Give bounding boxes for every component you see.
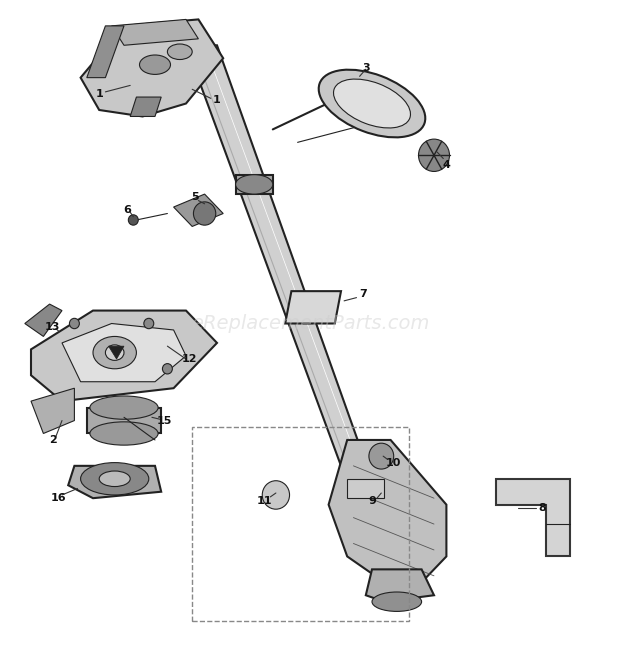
- Polygon shape: [81, 19, 223, 116]
- Polygon shape: [25, 304, 62, 336]
- Text: eReplacementParts.com: eReplacementParts.com: [191, 314, 429, 333]
- Ellipse shape: [236, 175, 273, 194]
- Text: 1: 1: [213, 95, 221, 105]
- Text: 9: 9: [368, 496, 376, 507]
- Polygon shape: [108, 346, 124, 359]
- Ellipse shape: [167, 44, 192, 60]
- Ellipse shape: [418, 139, 449, 171]
- Ellipse shape: [69, 318, 79, 329]
- Text: 15: 15: [157, 415, 172, 426]
- Ellipse shape: [90, 422, 158, 445]
- Polygon shape: [31, 311, 217, 401]
- Text: 3: 3: [362, 63, 370, 73]
- Ellipse shape: [128, 215, 138, 225]
- Text: 1: 1: [95, 89, 103, 99]
- Ellipse shape: [334, 79, 410, 128]
- Polygon shape: [31, 388, 74, 433]
- Ellipse shape: [193, 202, 216, 225]
- Ellipse shape: [81, 463, 149, 495]
- Polygon shape: [174, 194, 223, 226]
- Bar: [192, 427, 409, 621]
- Ellipse shape: [144, 318, 154, 329]
- Polygon shape: [112, 19, 198, 45]
- Text: 11: 11: [257, 496, 272, 507]
- Polygon shape: [87, 26, 124, 78]
- Polygon shape: [347, 479, 384, 498]
- Polygon shape: [87, 408, 161, 433]
- Ellipse shape: [369, 443, 394, 469]
- Ellipse shape: [93, 336, 136, 369]
- Ellipse shape: [262, 481, 290, 509]
- Text: 5: 5: [192, 192, 199, 203]
- Polygon shape: [366, 569, 434, 602]
- Text: 10: 10: [386, 457, 401, 468]
- Text: 8: 8: [539, 503, 546, 513]
- Text: 6: 6: [123, 205, 131, 215]
- Polygon shape: [186, 45, 397, 550]
- Polygon shape: [68, 466, 161, 498]
- Text: 13: 13: [45, 322, 60, 332]
- Ellipse shape: [162, 364, 172, 374]
- Polygon shape: [130, 97, 161, 116]
- Text: 2: 2: [49, 435, 56, 445]
- Polygon shape: [496, 479, 570, 556]
- Polygon shape: [285, 291, 341, 324]
- Polygon shape: [329, 440, 446, 582]
- Text: 4: 4: [443, 160, 450, 170]
- Text: 12: 12: [181, 354, 197, 364]
- Ellipse shape: [105, 345, 124, 360]
- Ellipse shape: [372, 592, 422, 611]
- Ellipse shape: [99, 471, 130, 487]
- Text: 16: 16: [51, 493, 67, 503]
- Ellipse shape: [140, 55, 170, 74]
- Text: 7: 7: [359, 289, 366, 300]
- Polygon shape: [236, 175, 273, 194]
- Polygon shape: [62, 324, 186, 382]
- Ellipse shape: [90, 396, 158, 419]
- Ellipse shape: [319, 70, 425, 137]
